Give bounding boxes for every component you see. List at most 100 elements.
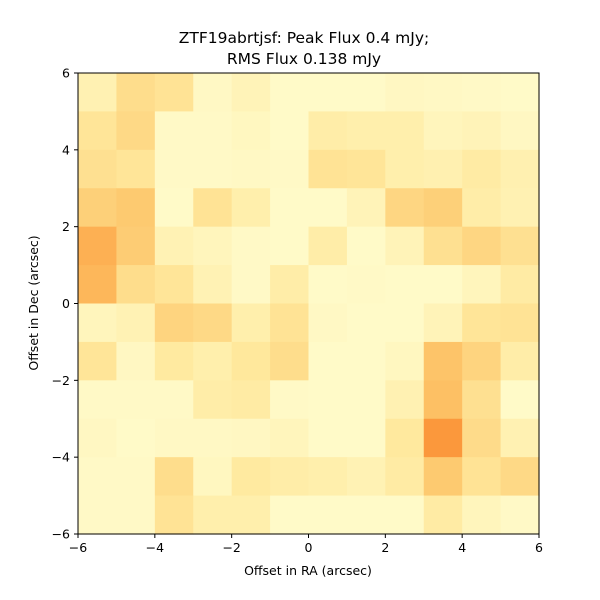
heatmap-cell — [154, 341, 194, 381]
x-axis: −6 −4 −2 0 2 4 6 — [69, 534, 543, 555]
heatmap-cell — [462, 188, 502, 228]
heatmap-cell — [154, 73, 194, 113]
heatmap-cell — [462, 303, 502, 343]
heatmap-cell — [270, 226, 310, 266]
chart-title-line2: RMS Flux 0.138 mJy — [227, 50, 381, 68]
heatmap-cell — [308, 418, 348, 458]
heatmap-cell — [385, 341, 425, 381]
heatmap-cell — [385, 188, 425, 228]
heatmap-cell — [423, 418, 463, 458]
heatmap-cell — [78, 149, 118, 189]
heatmap-cell — [308, 380, 348, 420]
heatmap-cell — [346, 111, 386, 151]
heatmap-cell — [462, 380, 502, 420]
x-tick-label: −2 — [222, 540, 240, 555]
heatmap-cell — [270, 188, 310, 228]
heatmap-cell — [385, 111, 425, 151]
heatmap-cell — [385, 265, 425, 305]
heatmap-cell — [154, 265, 194, 305]
heatmap-cell — [423, 226, 463, 266]
heatmap-cell — [116, 380, 156, 420]
heatmap-cell — [308, 111, 348, 151]
heatmap-cell — [193, 457, 233, 497]
heatmap-cell — [154, 380, 194, 420]
heatmap-cell — [116, 341, 156, 381]
heatmap-cell — [193, 265, 233, 305]
heatmap-cell — [462, 149, 502, 189]
heatmap-cell — [462, 341, 502, 381]
y-tick-label: 4 — [62, 142, 70, 157]
heatmap-cell — [346, 495, 386, 535]
heatmap-cell — [193, 495, 233, 535]
y-tick-label: 2 — [62, 219, 70, 234]
heatmap-cell — [116, 418, 156, 458]
heatmap-cell — [116, 226, 156, 266]
heatmap-cell — [346, 380, 386, 420]
y-tick-label: −2 — [52, 373, 70, 388]
heatmap-cell — [78, 265, 118, 305]
heatmap-cell — [231, 418, 271, 458]
heatmap-cell — [462, 73, 502, 113]
heatmap-cell — [270, 495, 310, 535]
heatmap-cell — [78, 418, 118, 458]
heatmap-cell — [270, 73, 310, 113]
heatmap-cell — [78, 73, 118, 113]
heatmap-cell — [231, 380, 271, 420]
heatmap-cell — [270, 457, 310, 497]
heatmap-cell — [116, 265, 156, 305]
heatmap-cell — [500, 265, 540, 305]
heatmap-cell — [385, 457, 425, 497]
heatmap-cell — [154, 149, 194, 189]
heatmap-cell — [270, 341, 310, 381]
heatmap-cell — [500, 73, 540, 113]
heatmap-cell — [116, 188, 156, 228]
heatmap-cell — [116, 457, 156, 497]
heatmap-cell — [154, 457, 194, 497]
heatmap-cell — [231, 226, 271, 266]
heatmap-cell — [423, 341, 463, 381]
heatmap-cell — [423, 188, 463, 228]
heatmap-cell — [154, 188, 194, 228]
heatmap-cell — [78, 495, 118, 535]
heatmap-cell — [270, 111, 310, 151]
heatmap-cell — [385, 226, 425, 266]
x-tick-label: 4 — [458, 540, 466, 555]
heatmap-cell — [231, 73, 271, 113]
y-axis: −6 −4 −2 0 2 4 6 — [52, 66, 78, 542]
heatmap-cell — [308, 188, 348, 228]
heatmap-cell — [78, 341, 118, 381]
heatmap-cell — [193, 149, 233, 189]
heatmap-cell — [423, 73, 463, 113]
heatmap-cell — [270, 265, 310, 305]
y-tick-label: 0 — [62, 296, 70, 311]
x-tick-label: −4 — [146, 540, 164, 555]
heatmap-cell — [462, 457, 502, 497]
heatmap-cell — [154, 495, 194, 535]
heatmap-cell — [78, 111, 118, 151]
heatmap-cell — [231, 457, 271, 497]
heatmap-cell — [154, 418, 194, 458]
heatmap-cell — [270, 149, 310, 189]
heatmap-cell — [423, 303, 463, 343]
heatmap-cell — [500, 303, 540, 343]
y-tick-label: −6 — [52, 527, 70, 542]
heatmap-cell — [116, 149, 156, 189]
heatmap-cell — [462, 418, 502, 458]
heatmap-cell — [500, 418, 540, 458]
heatmap-cell — [116, 73, 156, 113]
x-tick-label: 2 — [381, 540, 389, 555]
heatmap-cell — [78, 303, 118, 343]
heatmap-cell — [270, 380, 310, 420]
heatmap-cell — [193, 188, 233, 228]
heatmap-cell — [193, 418, 233, 458]
heatmap-cell — [154, 303, 194, 343]
y-axis-label: Offset in Dec (arcsec) — [26, 235, 41, 370]
heatmap-cell — [385, 303, 425, 343]
heatmap-cell — [346, 73, 386, 113]
heatmap-cell — [500, 380, 540, 420]
heatmap-cell — [346, 149, 386, 189]
heatmap-cell — [462, 111, 502, 151]
heatmap-cell — [193, 226, 233, 266]
heatmap-cell — [500, 111, 540, 151]
